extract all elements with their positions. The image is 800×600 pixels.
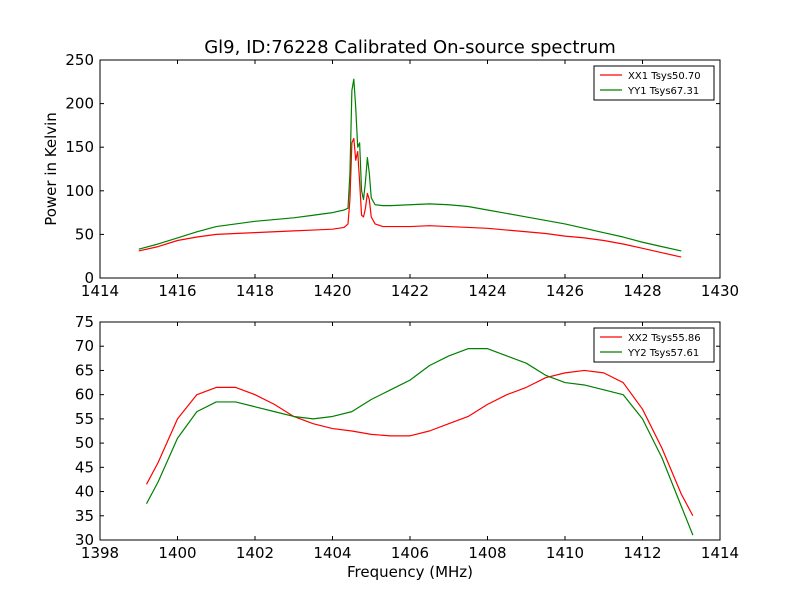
bottom-x-tick-label: 1414	[701, 544, 739, 562]
top-y-tick-label: 50	[75, 225, 94, 243]
x-axis-label-bottom: Frequency (MHz)	[347, 563, 473, 581]
bottom-y-tick-label: 65	[75, 361, 94, 379]
top-legend-label-1: XX1 Tsys50.70	[628, 71, 701, 82]
top-x-tick-label: 1424	[468, 282, 506, 300]
bottom-y-tick-label: 45	[75, 458, 94, 476]
bottom-y-tick-label: 30	[75, 531, 94, 549]
top-legend: XX1 Tsys50.70 YY1 Tsys67.31	[593, 65, 715, 101]
top-spectrum-panel: 1414 1416 1418 1420 1422 1424 1426 1428 1430 0 50 1…	[65, 51, 739, 300]
bottom-x-tick-label: 1400	[158, 544, 196, 562]
bottom-x-tick-label: 1406	[391, 544, 429, 562]
top-y-tick-label: 200	[65, 95, 94, 113]
bottom-series-line-1	[145, 369, 694, 517]
top-x-tick-label: 1430	[701, 282, 739, 300]
bottom-y-tick-label: 75	[75, 313, 94, 331]
bottom-x-tick-label: 1410	[546, 544, 584, 562]
bottom-x-tick-label: 1404	[313, 544, 351, 562]
top-y-tick-label: 150	[65, 138, 94, 156]
top-x-tick-label: 1420	[313, 282, 351, 300]
top-x-tick-label: 1416	[158, 282, 196, 300]
bottom-y-tick-label: 60	[75, 386, 94, 404]
top-x-tick-label: 1422	[391, 282, 429, 300]
bottom-y-tick-label: 40	[75, 483, 94, 501]
top-y-tick-label: 100	[65, 182, 94, 200]
top-y-tick-label: 250	[65, 51, 94, 69]
bottom-x-tick-label: 1398	[81, 544, 119, 562]
top-x-tick-label: 1418	[236, 282, 274, 300]
bottom-y-tick-label: 50	[75, 434, 94, 452]
top-legend-box	[593, 65, 715, 101]
bottom-spectrum-panel: 1398 1400 1402 1404 1406 1408 1410 1412 1414 30 35…	[75, 313, 739, 562]
top-y-tick-label: 0	[84, 269, 94, 287]
top-series-line-2	[138, 78, 682, 252]
bottom-legend-box	[593, 327, 715, 363]
y-axis-label-top: Power in Kelvin	[42, 112, 60, 226]
top-x-tick-label: 1414	[81, 282, 119, 300]
top-x-tick-label: 1426	[546, 282, 584, 300]
bottom-series-line-2	[145, 348, 694, 536]
bottom-legend: XX2 Tsys55.86 YY2 Tsys57.61	[593, 327, 715, 363]
top-series-line-1	[138, 137, 682, 258]
bottom-x-tick-label: 1402	[236, 544, 274, 562]
bottom-x-tick-label: 1412	[623, 544, 661, 562]
bottom-y-tick-label: 55	[75, 410, 94, 428]
chart-title: Gl9, ID:76228 Calibrated On-source spect…	[204, 37, 616, 58]
top-legend-label-2: YY1 Tsys67.31	[627, 86, 699, 97]
bottom-legend-label-1: XX2 Tsys55.86	[628, 333, 701, 344]
bottom-x-tick-label: 1408	[468, 544, 506, 562]
bottom-legend-label-2: YY2 Tsys57.61	[627, 348, 699, 359]
top-x-tick-label: 1428	[623, 282, 661, 300]
bottom-y-tick-label: 70	[75, 337, 94, 355]
bottom-y-tick-label: 35	[75, 507, 94, 525]
